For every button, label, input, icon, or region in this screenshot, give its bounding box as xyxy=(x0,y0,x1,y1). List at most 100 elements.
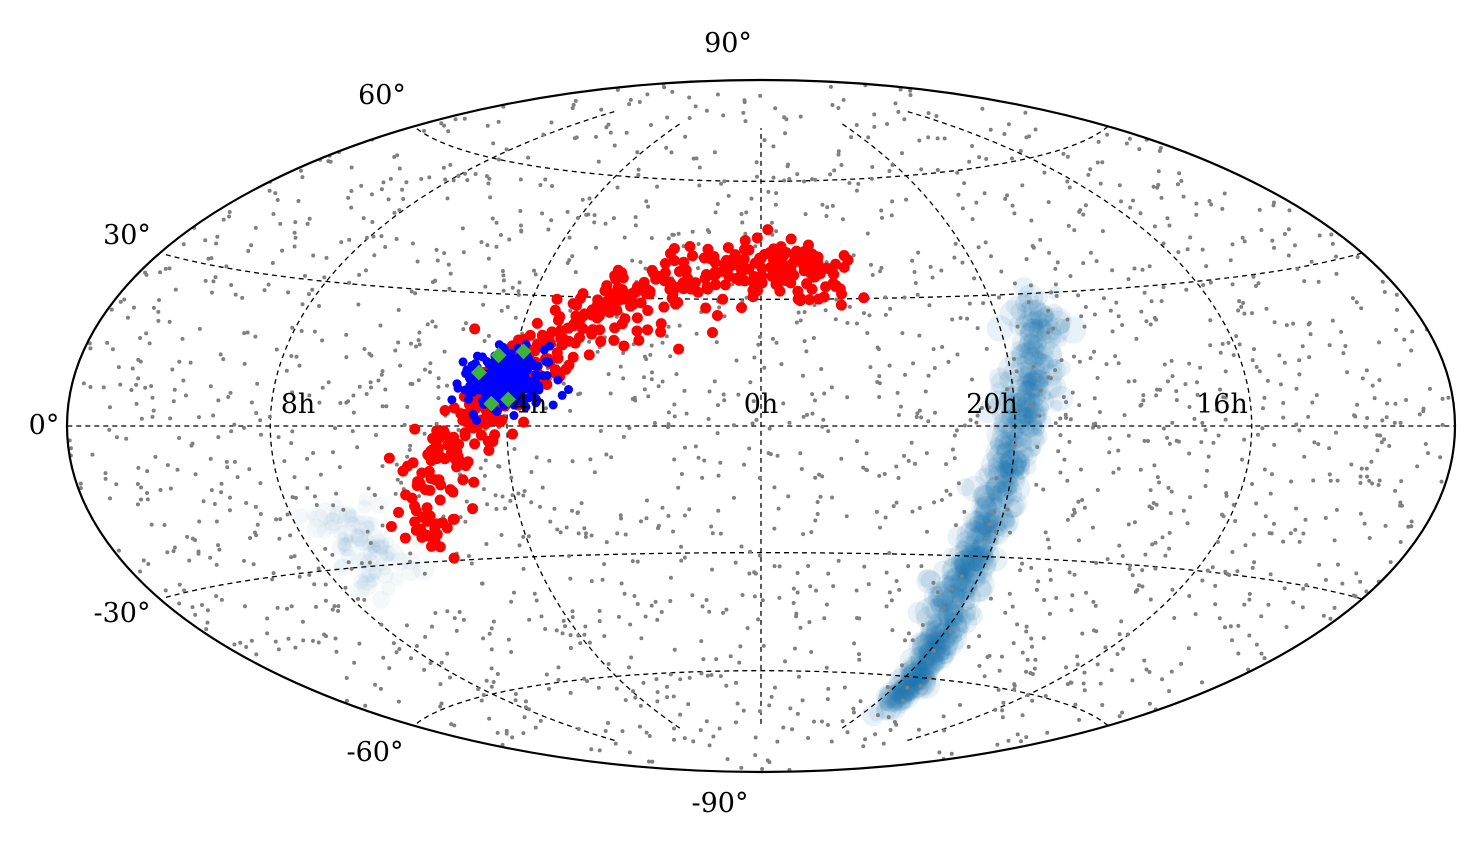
gray-source xyxy=(373,682,378,687)
gray-source xyxy=(1208,318,1213,323)
stream-blob xyxy=(911,665,931,685)
stream-blob xyxy=(358,572,377,591)
gray-source xyxy=(706,416,711,421)
gray-source xyxy=(940,344,945,349)
gray-source xyxy=(380,369,385,374)
stream-blob xyxy=(907,662,935,690)
gray-source xyxy=(368,541,373,546)
gray-source xyxy=(1081,212,1086,217)
gray-source xyxy=(919,167,924,172)
stream-blob xyxy=(925,621,946,642)
red-source xyxy=(567,351,579,363)
gray-source xyxy=(733,560,738,565)
stream-blob xyxy=(1020,342,1038,360)
gray-source xyxy=(989,254,994,259)
gray-source xyxy=(1075,662,1080,667)
gray-source xyxy=(209,256,214,261)
gray-source xyxy=(644,730,649,735)
gray-source xyxy=(956,481,961,486)
gray-source xyxy=(597,619,602,624)
gray-source xyxy=(1147,701,1152,706)
gray-source xyxy=(977,634,982,639)
stream-blob xyxy=(1022,403,1047,428)
gray-source xyxy=(1281,415,1286,420)
gray-source xyxy=(1354,571,1359,576)
red-source xyxy=(739,235,751,247)
gray-source xyxy=(177,582,182,587)
gray-source xyxy=(893,101,898,106)
gray-source xyxy=(109,307,114,312)
gray-source xyxy=(543,177,548,182)
red-source xyxy=(385,520,397,532)
gray-source xyxy=(290,495,295,500)
red-source xyxy=(410,524,422,536)
gray-source xyxy=(877,374,882,379)
red-source xyxy=(768,243,780,255)
gray-source xyxy=(965,316,970,321)
stream-blob xyxy=(974,530,999,555)
gray-source xyxy=(1124,141,1129,146)
gray-source xyxy=(820,424,825,429)
gray-source xyxy=(630,559,635,564)
gray-source xyxy=(839,456,844,461)
gray-source xyxy=(885,685,890,690)
gray-source xyxy=(484,678,489,683)
gray-source xyxy=(570,508,575,513)
stream-blob xyxy=(324,519,340,535)
gray-source xyxy=(739,544,744,549)
gray-source xyxy=(1120,322,1125,327)
gray-source xyxy=(1385,401,1390,406)
gray-source xyxy=(1282,360,1287,365)
gray-source xyxy=(1140,584,1145,589)
stream-blob xyxy=(1019,412,1033,427)
gray-source xyxy=(322,632,327,637)
gray-source xyxy=(1213,583,1218,588)
gray-source xyxy=(1154,387,1159,392)
stream-blob xyxy=(914,633,935,654)
gray-source xyxy=(190,605,195,610)
gray-source xyxy=(666,425,671,430)
gray-source xyxy=(1100,160,1105,165)
stream-blob xyxy=(929,654,945,671)
gray-source xyxy=(894,578,899,583)
gray-source xyxy=(1199,440,1204,445)
gray-source xyxy=(891,504,896,509)
gray-source xyxy=(682,513,687,518)
gray-source xyxy=(1291,321,1296,326)
gray-source xyxy=(942,728,947,733)
gray-source xyxy=(641,375,646,380)
gray-source xyxy=(238,640,243,645)
gray-source xyxy=(521,566,526,571)
stream-blob xyxy=(914,662,928,676)
gray-source xyxy=(285,606,290,611)
gray-source xyxy=(1377,478,1382,483)
gray-source xyxy=(840,719,845,724)
gray-source xyxy=(1334,254,1339,259)
stream-blob xyxy=(984,493,1003,512)
gray-source xyxy=(1024,735,1029,740)
gray-source xyxy=(478,466,483,471)
gray-source xyxy=(668,672,673,677)
gray-source xyxy=(587,196,592,201)
lat-tick-60: 60° xyxy=(358,80,406,111)
stream-blob xyxy=(1000,400,1021,421)
gray-source xyxy=(278,221,283,226)
gray-source xyxy=(1168,511,1173,516)
gray-source xyxy=(615,87,620,92)
stream-blob xyxy=(1008,405,1032,430)
gray-source xyxy=(251,562,256,567)
gray-source xyxy=(1250,311,1255,316)
stream-blob xyxy=(879,697,894,711)
gray-source xyxy=(939,498,944,503)
stream-blob xyxy=(973,495,1001,524)
stream-blob xyxy=(1019,332,1041,355)
gray-source xyxy=(1237,342,1242,347)
gray-source xyxy=(1093,603,1098,608)
gray-source xyxy=(1204,264,1209,269)
gray-source xyxy=(857,616,862,621)
stream-blob xyxy=(1002,394,1024,416)
gray-source xyxy=(821,417,826,422)
gray-source xyxy=(214,562,219,567)
lat-tick-30: 30° xyxy=(103,220,151,251)
red-source xyxy=(702,243,714,255)
